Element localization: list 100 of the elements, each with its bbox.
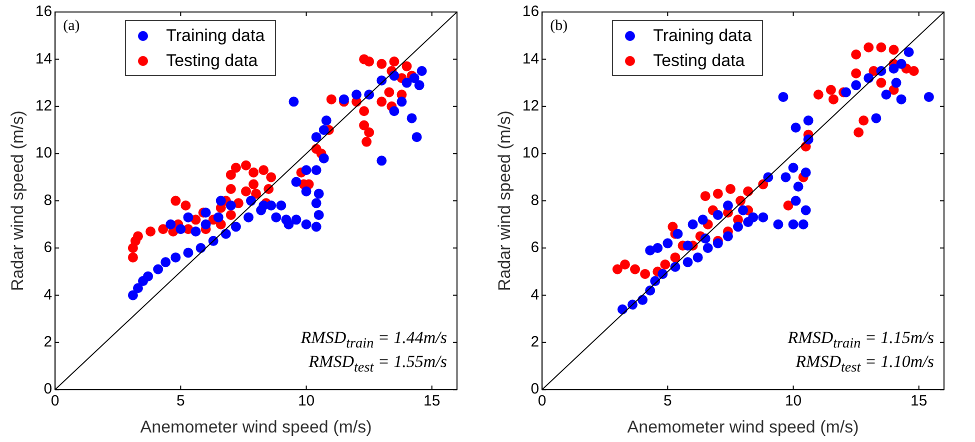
- point: [800, 167, 811, 178]
- point: [364, 127, 374, 138]
- point: [266, 172, 276, 182]
- point: [160, 257, 171, 268]
- point: [311, 222, 322, 232]
- y-tick-label: 6: [44, 239, 52, 256]
- point: [638, 294, 648, 305]
- annotation: (b): [550, 18, 568, 35]
- point: [318, 153, 329, 164]
- point: [670, 252, 680, 262]
- point: [854, 127, 864, 138]
- point: [793, 182, 804, 192]
- x-tick-label: 5: [176, 392, 185, 410]
- y-axis-title: Radar wind speed (m/s): [494, 110, 514, 292]
- point: [896, 58, 906, 69]
- point: [688, 219, 698, 230]
- y-tick-label: 4: [44, 286, 52, 304]
- point: [908, 66, 919, 76]
- point: [712, 238, 723, 248]
- point: [888, 44, 899, 55]
- point: [384, 87, 394, 98]
- point: [376, 58, 387, 69]
- y-tick-label: 0: [530, 380, 540, 398]
- point: [183, 248, 194, 258]
- point: [891, 78, 902, 88]
- y-tick-label: 12: [522, 98, 540, 115]
- point: [416, 66, 427, 76]
- point: [226, 210, 236, 220]
- point: [153, 264, 164, 274]
- point: [783, 200, 794, 211]
- point: [314, 210, 324, 220]
- point: [881, 90, 892, 100]
- point: [904, 47, 914, 58]
- point: [660, 260, 670, 270]
- y-tick-label: 0: [44, 380, 52, 398]
- y-tick-label: 2: [44, 334, 52, 351]
- point: [672, 228, 683, 239]
- point: [668, 222, 678, 232]
- y-tick-label: 12: [35, 98, 52, 115]
- point: [722, 231, 733, 242]
- point: [682, 240, 693, 251]
- point: [871, 113, 882, 124]
- point: [248, 167, 259, 178]
- point: [722, 200, 733, 211]
- point: [301, 165, 312, 176]
- point: [143, 271, 154, 282]
- x-axis-title: Anemometer wind speed (m/s): [627, 417, 859, 436]
- point: [311, 198, 322, 208]
- point: [828, 94, 838, 104]
- point: [226, 200, 236, 211]
- point: [876, 78, 886, 88]
- point: [617, 304, 628, 314]
- point: [851, 80, 862, 90]
- point: [376, 156, 387, 166]
- y-tick-label: 16: [35, 3, 52, 20]
- point: [216, 196, 226, 206]
- point: [652, 243, 663, 253]
- point: [226, 184, 236, 194]
- annotation: RMSD$_{test}$ = 1.10m/s: [796, 352, 934, 376]
- point: [244, 212, 254, 222]
- point: [712, 188, 723, 199]
- x-tick-label: 15: [424, 392, 440, 410]
- point: [230, 162, 241, 173]
- point: [758, 212, 768, 222]
- point: [362, 136, 372, 147]
- point: [251, 188, 262, 199]
- point: [402, 78, 412, 88]
- point: [773, 219, 784, 230]
- x-tick-label: 5: [664, 392, 672, 410]
- x-tick-label: 10: [298, 392, 315, 410]
- y-axis-title: Radar wind speed (m/s): [8, 110, 27, 292]
- legend-label: Training data: [166, 26, 265, 46]
- y-tick-label: 10: [522, 144, 540, 162]
- point: [291, 176, 302, 187]
- point: [412, 132, 422, 142]
- point: [200, 208, 211, 218]
- point: [258, 165, 269, 176]
- point: [318, 125, 329, 135]
- point: [128, 290, 138, 300]
- point: [733, 222, 744, 232]
- point: [258, 200, 269, 211]
- point: [146, 226, 156, 236]
- annotation: RMSD$_{train}$ = 1.15m/s: [788, 328, 934, 352]
- point: [132, 283, 143, 294]
- point: [389, 106, 400, 116]
- x-axis-title: Anemometer wind speed (m/s): [140, 417, 372, 436]
- point: [359, 54, 370, 64]
- annotation: RMSD$_{test}$ = 1.55m/s: [308, 352, 447, 376]
- point: [896, 94, 906, 104]
- point: [166, 219, 176, 230]
- point: [240, 186, 251, 196]
- point: [213, 212, 224, 222]
- point: [876, 42, 886, 52]
- point: [301, 186, 312, 196]
- y-tick-label: 14: [35, 50, 52, 68]
- point: [170, 252, 181, 262]
- point: [180, 200, 191, 211]
- legend-label: Testing data: [166, 50, 258, 70]
- point: [813, 90, 824, 100]
- point: [246, 196, 256, 206]
